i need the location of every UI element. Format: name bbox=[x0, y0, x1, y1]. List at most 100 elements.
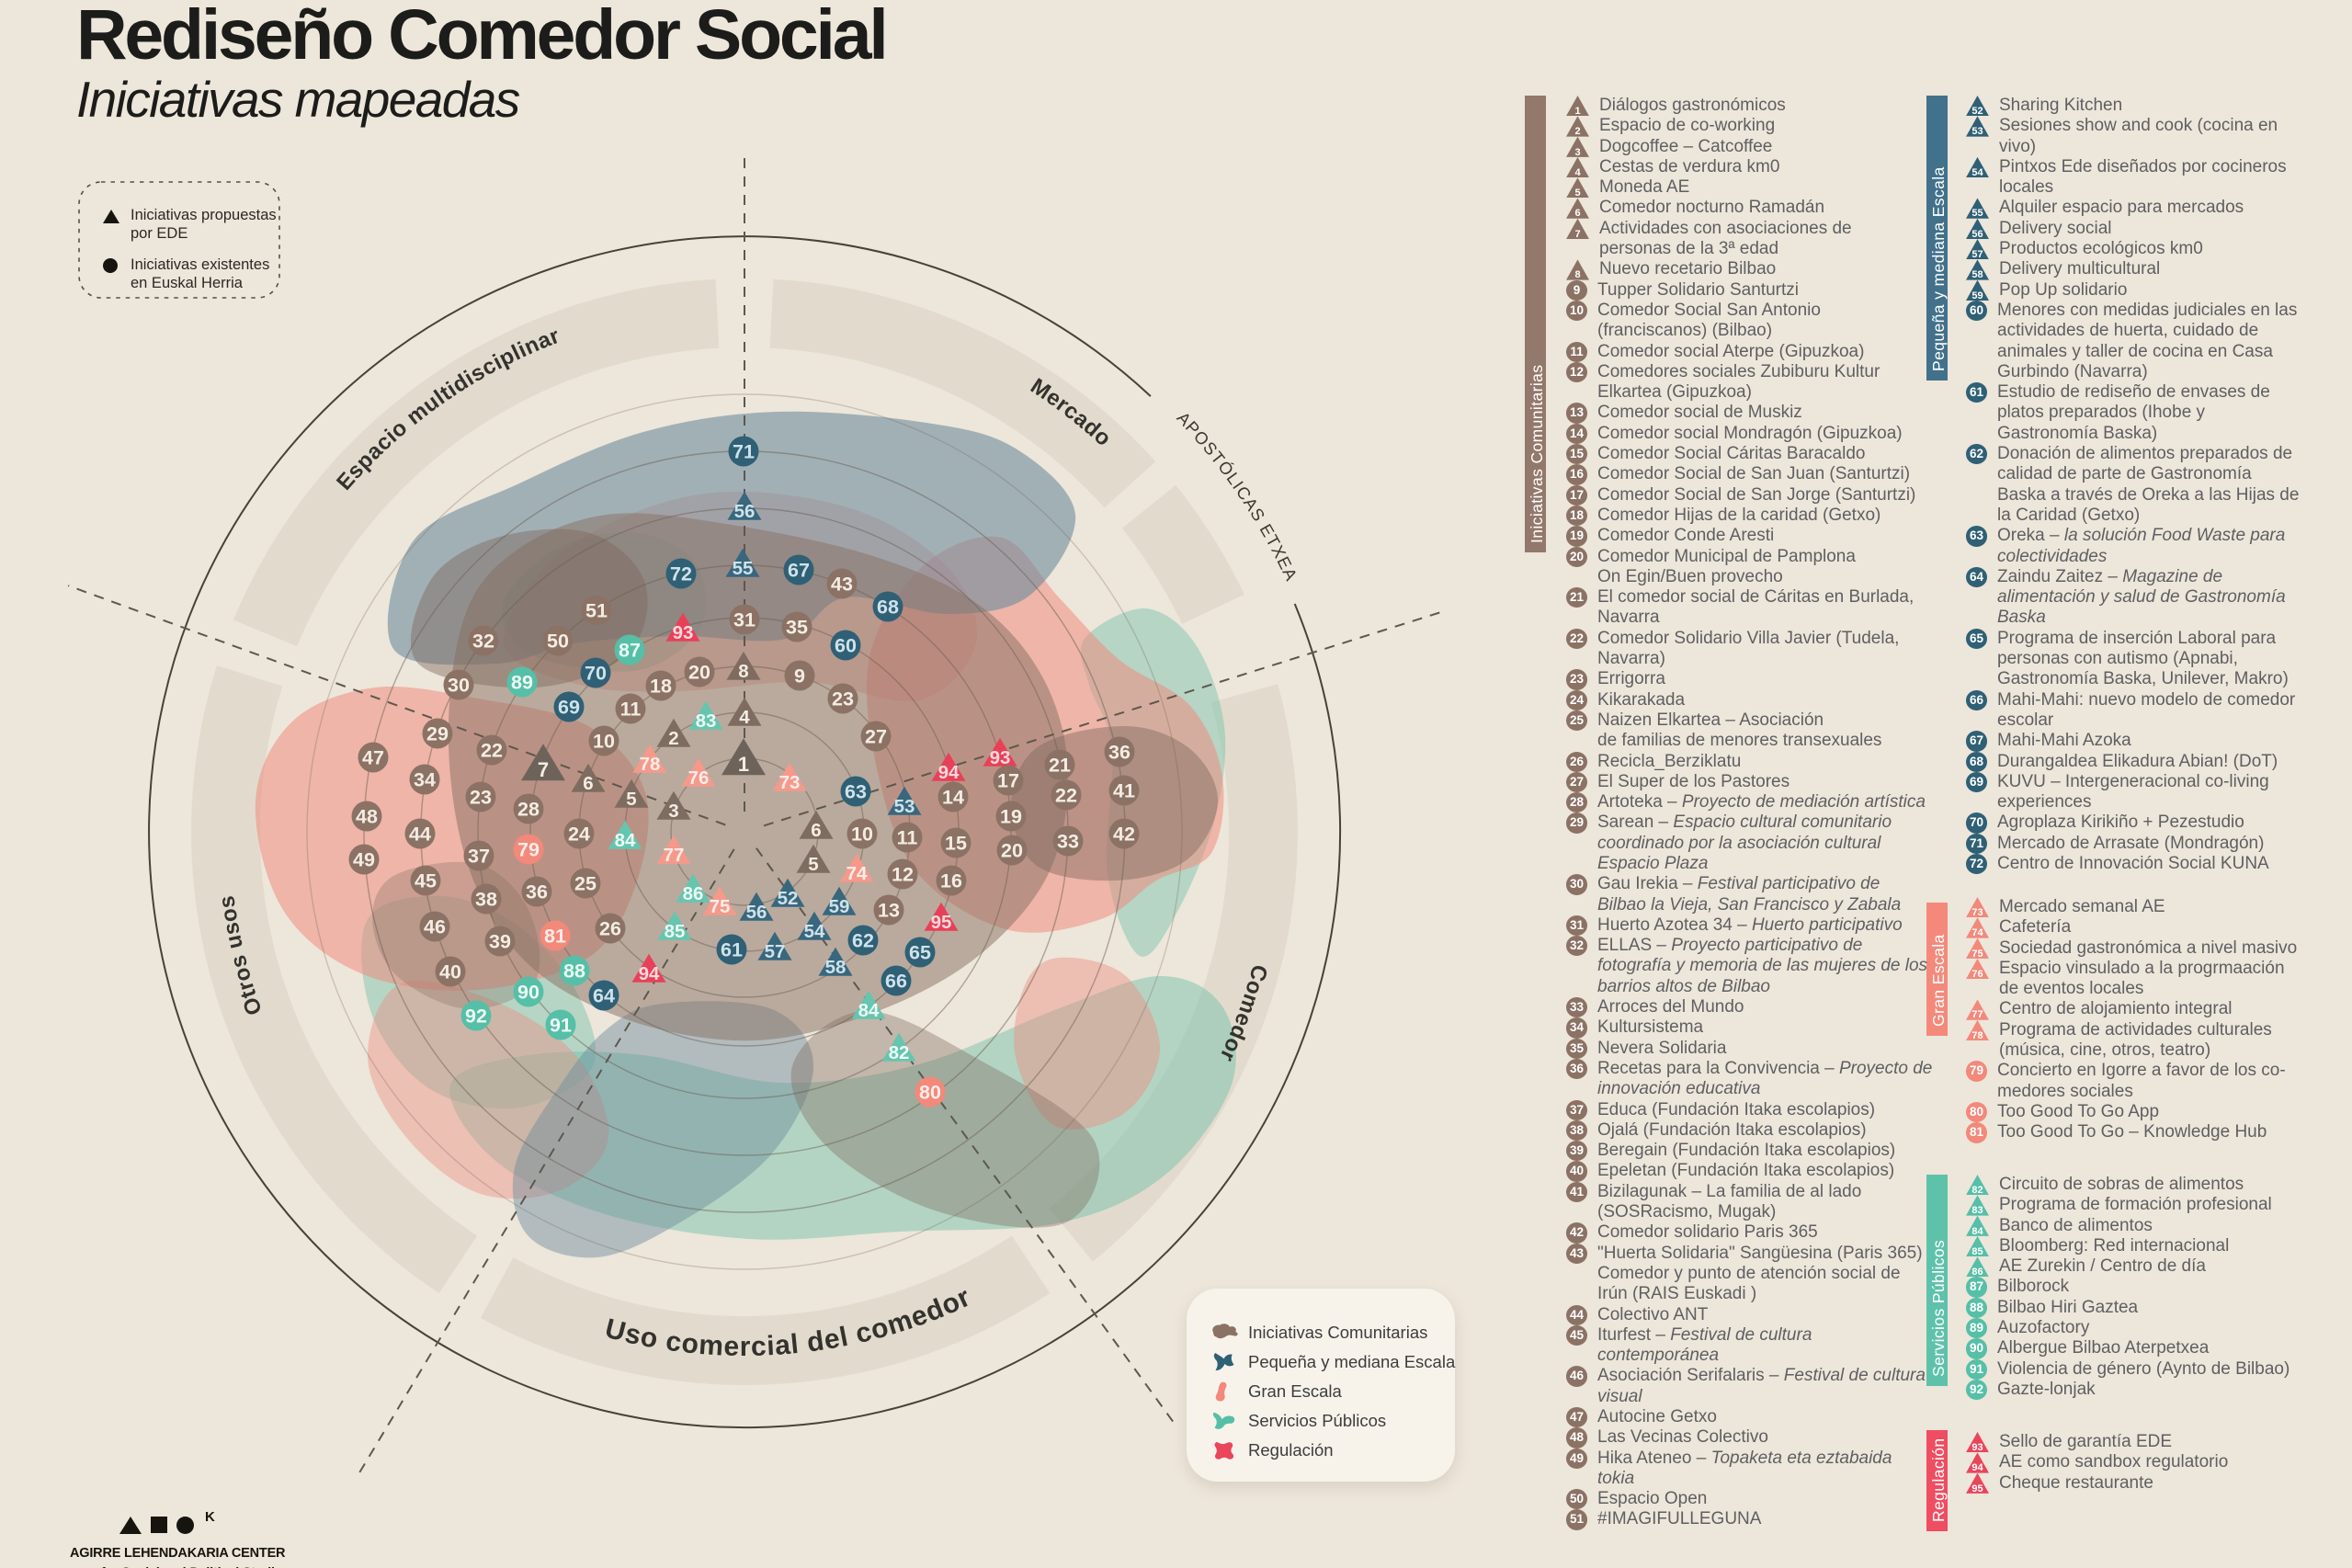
svg-text:13: 13 bbox=[878, 900, 900, 922]
svg-text:46: 46 bbox=[424, 916, 446, 938]
svg-text:43: 43 bbox=[831, 574, 853, 596]
svg-text:84: 84 bbox=[615, 830, 636, 851]
svg-text:49: 49 bbox=[353, 849, 375, 871]
svg-text:90: 90 bbox=[517, 982, 540, 1004]
svg-text:24: 24 bbox=[568, 824, 590, 846]
svg-text:32: 32 bbox=[472, 631, 494, 653]
svg-text:71: 71 bbox=[733, 441, 755, 463]
svg-text:74: 74 bbox=[846, 863, 868, 884]
svg-text:42: 42 bbox=[1113, 824, 1135, 846]
svg-text:50: 50 bbox=[547, 631, 569, 653]
svg-text:25: 25 bbox=[574, 873, 597, 895]
svg-text:56: 56 bbox=[734, 501, 756, 522]
svg-text:51: 51 bbox=[585, 600, 608, 622]
svg-text:60: 60 bbox=[835, 635, 857, 657]
svg-text:62: 62 bbox=[852, 930, 874, 952]
svg-text:41: 41 bbox=[1113, 780, 1135, 802]
svg-text:28: 28 bbox=[517, 799, 540, 821]
svg-text:84: 84 bbox=[858, 1000, 880, 1021]
svg-text:93: 93 bbox=[990, 747, 1011, 768]
svg-text:91: 91 bbox=[550, 1015, 572, 1037]
svg-text:23: 23 bbox=[832, 688, 854, 710]
svg-text:94: 94 bbox=[938, 762, 960, 783]
svg-text:34: 34 bbox=[414, 769, 436, 791]
svg-text:70: 70 bbox=[585, 663, 607, 685]
svg-text:38: 38 bbox=[475, 889, 497, 911]
svg-text:39: 39 bbox=[489, 931, 511, 953]
svg-text:72: 72 bbox=[670, 563, 692, 585]
svg-text:7: 7 bbox=[538, 758, 549, 781]
svg-text:11: 11 bbox=[620, 699, 642, 721]
svg-text:77: 77 bbox=[664, 845, 685, 866]
svg-text:88: 88 bbox=[563, 960, 585, 983]
svg-text:8: 8 bbox=[738, 661, 748, 682]
svg-text:37: 37 bbox=[468, 846, 490, 868]
svg-text:11: 11 bbox=[897, 827, 918, 849]
svg-text:36: 36 bbox=[1108, 742, 1131, 764]
svg-text:55: 55 bbox=[733, 558, 754, 579]
svg-text:15: 15 bbox=[945, 833, 967, 855]
svg-text:69: 69 bbox=[558, 697, 580, 719]
svg-text:59: 59 bbox=[829, 896, 850, 917]
svg-text:3: 3 bbox=[668, 801, 678, 822]
svg-text:81: 81 bbox=[544, 926, 566, 948]
svg-text:68: 68 bbox=[877, 597, 899, 619]
svg-text:23: 23 bbox=[470, 787, 492, 809]
svg-text:80: 80 bbox=[919, 1082, 941, 1104]
svg-text:9: 9 bbox=[794, 665, 805, 687]
svg-text:83: 83 bbox=[696, 710, 717, 732]
svg-text:47: 47 bbox=[362, 747, 384, 769]
svg-text:6: 6 bbox=[583, 773, 593, 794]
svg-text:48: 48 bbox=[356, 806, 378, 828]
svg-text:44: 44 bbox=[409, 824, 431, 846]
svg-text:64: 64 bbox=[593, 985, 615, 1007]
svg-text:14: 14 bbox=[942, 787, 964, 809]
svg-text:94: 94 bbox=[639, 963, 660, 984]
svg-text:19: 19 bbox=[1000, 806, 1022, 828]
svg-text:35: 35 bbox=[786, 617, 808, 639]
svg-text:54: 54 bbox=[804, 921, 825, 942]
svg-text:21: 21 bbox=[1049, 755, 1071, 777]
svg-text:82: 82 bbox=[889, 1042, 910, 1063]
svg-text:76: 76 bbox=[688, 767, 710, 789]
svg-text:33: 33 bbox=[1057, 831, 1079, 853]
svg-text:56: 56 bbox=[746, 902, 767, 923]
svg-text:16: 16 bbox=[940, 870, 962, 892]
svg-text:52: 52 bbox=[778, 888, 799, 909]
svg-text:93: 93 bbox=[673, 622, 694, 643]
svg-text:20: 20 bbox=[1001, 840, 1023, 862]
svg-text:30: 30 bbox=[448, 675, 470, 697]
svg-text:2: 2 bbox=[668, 728, 678, 749]
svg-text:29: 29 bbox=[426, 723, 449, 745]
svg-text:20: 20 bbox=[688, 662, 710, 684]
svg-text:78: 78 bbox=[640, 754, 661, 775]
svg-text:92: 92 bbox=[465, 1006, 487, 1028]
svg-text:36: 36 bbox=[526, 881, 548, 903]
svg-text:22: 22 bbox=[1055, 785, 1077, 807]
svg-text:17: 17 bbox=[997, 770, 1019, 792]
svg-text:40: 40 bbox=[439, 961, 461, 983]
svg-text:85: 85 bbox=[665, 921, 686, 942]
svg-text:73: 73 bbox=[779, 772, 801, 793]
svg-text:63: 63 bbox=[845, 781, 867, 803]
svg-text:4: 4 bbox=[739, 707, 750, 728]
svg-text:1: 1 bbox=[738, 753, 749, 776]
svg-text:53: 53 bbox=[894, 796, 915, 817]
svg-text:57: 57 bbox=[765, 941, 786, 962]
svg-text:45: 45 bbox=[415, 870, 437, 892]
svg-text:65: 65 bbox=[909, 942, 931, 964]
svg-text:58: 58 bbox=[825, 957, 846, 978]
svg-text:61: 61 bbox=[721, 939, 743, 961]
svg-text:75: 75 bbox=[710, 896, 731, 917]
svg-text:66: 66 bbox=[885, 971, 907, 993]
svg-text:86: 86 bbox=[683, 883, 704, 904]
svg-text:67: 67 bbox=[788, 560, 810, 582]
svg-text:10: 10 bbox=[851, 824, 873, 846]
svg-text:79: 79 bbox=[517, 839, 540, 861]
svg-text:26: 26 bbox=[599, 918, 621, 940]
svg-text:10: 10 bbox=[593, 731, 615, 753]
svg-text:87: 87 bbox=[619, 640, 641, 662]
svg-text:31: 31 bbox=[733, 609, 756, 631]
svg-text:95: 95 bbox=[931, 912, 952, 933]
svg-text:27: 27 bbox=[865, 726, 887, 748]
